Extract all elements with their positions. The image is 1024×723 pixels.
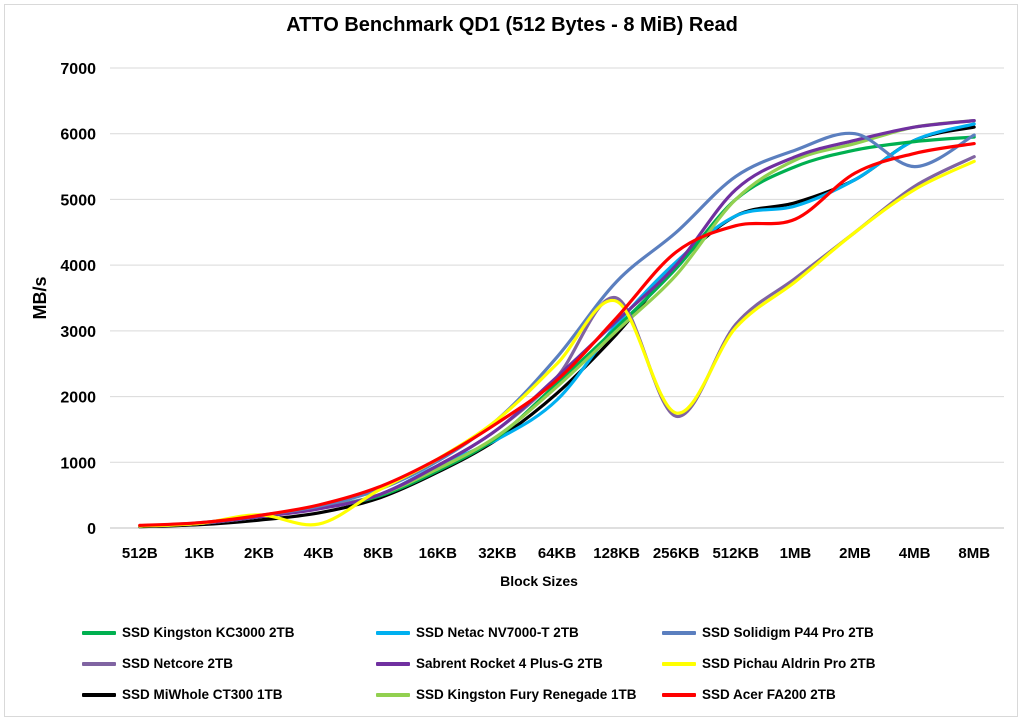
series-line-6 (138, 125, 976, 529)
chart-frame (4, 4, 1018, 717)
x-tick-label: 4KB (304, 545, 334, 562)
legend-swatch (82, 661, 116, 666)
y-tick-label: 5000 (60, 192, 96, 209)
legend-item-acer-fa200: SSD Acer FA200 2TB (662, 687, 836, 702)
x-tick-label: 16KB (419, 545, 458, 562)
legend-item-netac-nv7000: SSD Netac NV7000-T 2TB (376, 625, 579, 640)
legend-item-kingston-fury: SSD Kingston Fury Renegade 1TB (376, 687, 637, 702)
legend-label: SSD Kingston Fury Renegade 1TB (416, 687, 637, 702)
series-line-1 (138, 122, 976, 528)
legend-label: SSD MiWhole CT300 1TB (122, 687, 283, 702)
x-axis-title: Block Sizes (500, 573, 578, 589)
series-line-8 (138, 142, 976, 527)
legend-item-solidigm-p44: SSD Solidigm P44 Pro 2TB (662, 625, 874, 640)
legend-item-pichau-aldrin: SSD Pichau Aldrin Pro 2TB (662, 656, 876, 671)
y-tick-label: 2000 (60, 390, 96, 407)
legend-item-kingston-kc3000: SSD Kingston KC3000 2TB (82, 625, 295, 640)
series-line-4 (138, 119, 976, 528)
legend-label: SSD Netcore 2TB (122, 656, 234, 671)
legend-label: Sabrent Rocket 4 Plus-G 2TB (416, 656, 603, 671)
x-tick-label: 8MB (958, 545, 990, 562)
x-tick-label: 256KB (653, 545, 700, 562)
x-tick-label: 8KB (363, 545, 393, 562)
y-tick-label: 3000 (60, 324, 96, 341)
legend-label: SSD Pichau Aldrin Pro 2TB (702, 656, 876, 671)
x-tick-label: 512B (122, 545, 158, 562)
x-tick-label: 1MB (780, 545, 812, 562)
legend-swatch (662, 692, 696, 697)
series-line-2 (138, 131, 976, 528)
series-line-0 (138, 135, 976, 528)
x-tick-label: 64KB (538, 545, 577, 562)
series-line-5 (138, 159, 976, 528)
y-axis-title: MB/s (30, 276, 50, 319)
legend-label: SSD Solidigm P44 Pro 2TB (702, 625, 874, 640)
legend-label: SSD Kingston KC3000 2TB (122, 625, 295, 640)
x-tick-label: 32KB (478, 545, 517, 562)
x-tick-label: 2KB (244, 545, 274, 562)
legend-item-sabrent-rocket: Sabrent Rocket 4 Plus-G 2TB (376, 656, 603, 671)
legend-swatch (376, 661, 410, 666)
x-tick-label: 512KB (712, 545, 759, 562)
series-line-3 (138, 155, 976, 528)
legend-swatch (82, 692, 116, 697)
legend-swatch (662, 661, 696, 666)
legend-label: SSD Acer FA200 2TB (702, 687, 836, 702)
legend-swatch (82, 630, 116, 635)
legend-label: SSD Netac NV7000-T 2TB (416, 625, 579, 640)
y-tick-label: 4000 (60, 258, 96, 275)
x-tick-label: 1KB (184, 545, 214, 562)
y-tick-label: 0 (87, 521, 96, 538)
x-tick-label: 4MB (899, 545, 931, 562)
y-tick-label: 6000 (60, 127, 96, 144)
legend-swatch (376, 692, 410, 697)
y-tick-label: 7000 (60, 61, 96, 78)
legend-swatch (662, 630, 696, 635)
x-tick-label: 128KB (593, 545, 640, 562)
legend-item-netcore: SSD Netcore 2TB (82, 656, 233, 671)
legend-item-miwhole-ct300: SSD MiWhole CT300 1TB (82, 687, 283, 702)
chart-title: ATTO Benchmark QD1 (512 Bytes - 8 MiB) R… (286, 14, 738, 36)
x-tick-label: 2MB (839, 545, 871, 562)
legend-swatch (376, 630, 410, 635)
y-tick-label: 1000 (60, 455, 96, 472)
